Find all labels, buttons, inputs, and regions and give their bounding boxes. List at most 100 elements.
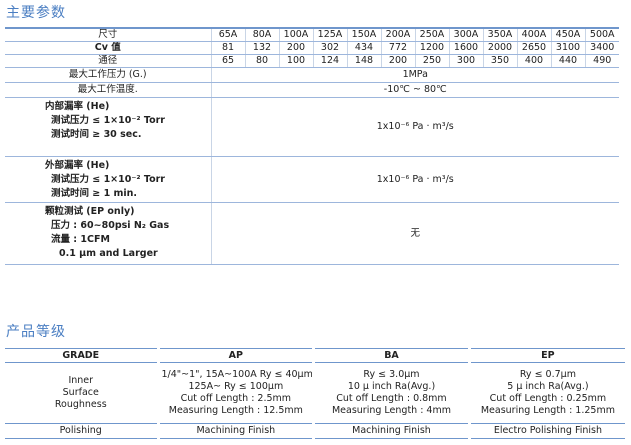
- label-line: Roughness: [54, 399, 107, 410]
- cell: Electro Polishing Finish: [467, 423, 625, 439]
- label-line: Surface: [62, 387, 99, 398]
- cell: 124: [312, 54, 347, 68]
- label-line: 测试时间 ≥ 30 sec.: [51, 129, 142, 140]
- cell: 2650: [516, 41, 551, 55]
- cell: 81: [210, 41, 245, 55]
- spec-table: 尺寸 65A 80A 100A 125A 150A 200A 250A 300A 350A 400A…: [5, 27, 619, 265]
- cell: 150A: [346, 28, 381, 42]
- cell: 100: [278, 54, 313, 68]
- cell: 200: [278, 41, 313, 55]
- row-label: 最大工作温度.: [5, 82, 211, 98]
- cell: 80: [244, 54, 279, 68]
- section-title: 产品等级: [6, 324, 66, 340]
- row: 最大工作压力 (G.) 1MPa: [5, 67, 619, 83]
- cell: 200A: [380, 28, 415, 42]
- cell: 100A: [278, 28, 313, 42]
- cell: 80A: [244, 28, 279, 42]
- label-line: 测试时间 ≥ 1 min.: [51, 188, 138, 199]
- cell: 490: [584, 54, 619, 68]
- row-label: 通径: [5, 54, 211, 68]
- cell: 3100: [550, 41, 585, 55]
- label-line: 颗粒测试 (EP only): [45, 206, 135, 217]
- header-cell: BA: [312, 348, 470, 363]
- cell: 450A: [550, 28, 585, 42]
- cell: 148: [346, 54, 381, 68]
- cell: 440: [550, 54, 585, 68]
- cell: 250: [414, 54, 449, 68]
- row: Polishing Machining Finish Machining Finis…: [5, 423, 625, 439]
- cell: 1x10⁻⁶ Pa · m³/s: [210, 156, 619, 203]
- cell-line: Measuring Length : 12.5mm: [168, 405, 303, 416]
- header-row: GRADE AP BA EP: [5, 348, 625, 363]
- row: 通径 65 80 100 124 148 200 250 300 350 400 440 490: [5, 54, 619, 68]
- cell-line: 5 μ inch Ra(Avg.): [507, 381, 589, 392]
- label-line: Inner: [68, 375, 94, 386]
- header-cell: EP: [467, 348, 625, 363]
- cell-line: Measuring Length : 4mm: [331, 405, 451, 416]
- cell-line: Cut off Length : 2.5mm: [180, 393, 292, 404]
- row-label: Inner Surface Roughness: [5, 362, 158, 424]
- cell: 350A: [482, 28, 517, 42]
- cell-line: Machining Finish: [352, 425, 431, 436]
- cell-line: 1/4"~1", 15A~100A Ry ≤ 40μm: [161, 369, 313, 380]
- row-label: 最大工作压力 (G.): [5, 67, 211, 83]
- cell: 132: [244, 41, 279, 55]
- row-label: 颗粒测试 (EP only) 压力 : 60~80psi N₂ Gas 流量 : 1…: [5, 202, 211, 265]
- cell: 434: [346, 41, 381, 55]
- cell: 1x10⁻⁶ Pa · m³/s: [210, 97, 619, 157]
- cell-line: 125A~ Ry ≤ 100μm: [188, 381, 284, 392]
- label-line: 压力 : 60~80psi N₂ Gas: [51, 220, 170, 231]
- cell: 65: [210, 54, 245, 68]
- row: Cv 值 81 132 200 302 434 772 1200 1600 2000 2650 310…: [5, 41, 619, 55]
- cell-line: Cut off Length : 0.25mm: [489, 393, 607, 404]
- cell-line: Ry ≤ 0.7μm: [519, 369, 576, 380]
- section-title: 主要参数: [6, 5, 66, 21]
- cell: 400: [516, 54, 551, 68]
- label-line: 最大工作温度.: [77, 84, 138, 95]
- cell: Ry ≤ 3.0μm 10 μ inch Ra(Avg.) Cut off Leng…: [312, 362, 470, 424]
- cell-line: Measuring Length : 1.25mm: [480, 405, 615, 416]
- row: 内部漏率 (He) 测试压力 ≤ 1×10⁻² Torr 测试时间 ≥ 30 sec…: [5, 97, 619, 157]
- label-line: 最大工作压力 (G.): [68, 69, 147, 80]
- row-label: Cv 值: [5, 41, 211, 55]
- label-line: 测试压力 ≤ 1×10⁻² Torr: [51, 115, 165, 126]
- cell-line: Electro Polishing Finish: [493, 425, 602, 436]
- label-line: Polishing: [59, 425, 102, 436]
- row: 最大工作温度. -10℃ ~ 80℃: [5, 82, 619, 98]
- header-cell: AP: [156, 348, 314, 363]
- cell: 400A: [516, 28, 551, 42]
- cell: Machining Finish: [156, 423, 314, 439]
- cell-line: Ry ≤ 3.0μm: [363, 369, 420, 380]
- cell: 125A: [312, 28, 347, 42]
- header-cell: GRADE: [5, 348, 158, 363]
- cell: 302: [312, 41, 347, 55]
- cell: 300: [448, 54, 483, 68]
- cell-line: Machining Finish: [196, 425, 276, 436]
- row-label: 尺寸: [5, 28, 211, 42]
- row-label: 内部漏率 (He) 测试压力 ≤ 1×10⁻² Torr 测试时间 ≥ 30 sec…: [5, 97, 211, 157]
- cell: -10℃ ~ 80℃: [210, 82, 619, 98]
- row-label: Polishing: [5, 423, 158, 439]
- label-line: 测试压力 ≤ 1×10⁻² Torr: [51, 174, 165, 185]
- cell: Machining Finish: [312, 423, 470, 439]
- cell: 无: [210, 202, 619, 265]
- cell: 500A: [584, 28, 619, 42]
- cell: 65A: [210, 28, 245, 42]
- cell: Ry ≤ 0.7μm 5 μ inch Ra(Avg.) Cut off Lengt…: [467, 362, 625, 424]
- label-line: 内部漏率 (He): [45, 101, 110, 112]
- row: 颗粒测试 (EP only) 压力 : 60~80psi N₂ Gas 流量 : 1…: [5, 202, 619, 265]
- cell: 350: [482, 54, 517, 68]
- row: Inner Surface Roughness 1/4"~1", 15A~100A R…: [5, 362, 625, 424]
- cell-line: Cut off Length : 0.8mm: [336, 393, 447, 404]
- label-line: 流量 : 1CFM: [51, 234, 110, 245]
- cell: 1200: [414, 41, 449, 55]
- row: 外部漏率 (He) 测试压力 ≤ 1×10⁻² Torr 测试时间 ≥ 1 min.…: [5, 156, 619, 203]
- cell: 2000: [482, 41, 517, 55]
- grade-table: GRADE AP BA EP Inner Surface Roughness 1/4"~1",…: [5, 348, 625, 439]
- cell: 772: [380, 41, 415, 55]
- cell: 1/4"~1", 15A~100A Ry ≤ 40μm 125A~ Ry ≤ 10…: [156, 362, 314, 424]
- label-line: 0.1 μm and Larger: [59, 248, 158, 259]
- cell: 3400: [584, 41, 619, 55]
- cell-line: 10 μ inch Ra(Avg.): [347, 381, 436, 392]
